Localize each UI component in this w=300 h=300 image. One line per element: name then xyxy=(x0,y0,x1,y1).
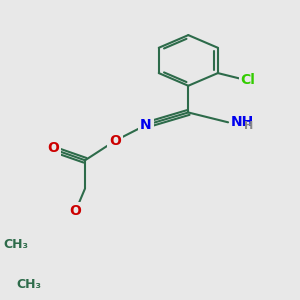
Text: N: N xyxy=(140,118,152,132)
Text: NH: NH xyxy=(231,115,254,129)
Text: Cl: Cl xyxy=(241,73,256,87)
Text: CH₃: CH₃ xyxy=(16,278,41,290)
Text: O: O xyxy=(47,141,59,155)
Text: O: O xyxy=(70,204,82,218)
Text: H: H xyxy=(244,121,254,131)
Text: O: O xyxy=(110,134,121,148)
Text: CH₃: CH₃ xyxy=(3,238,28,251)
